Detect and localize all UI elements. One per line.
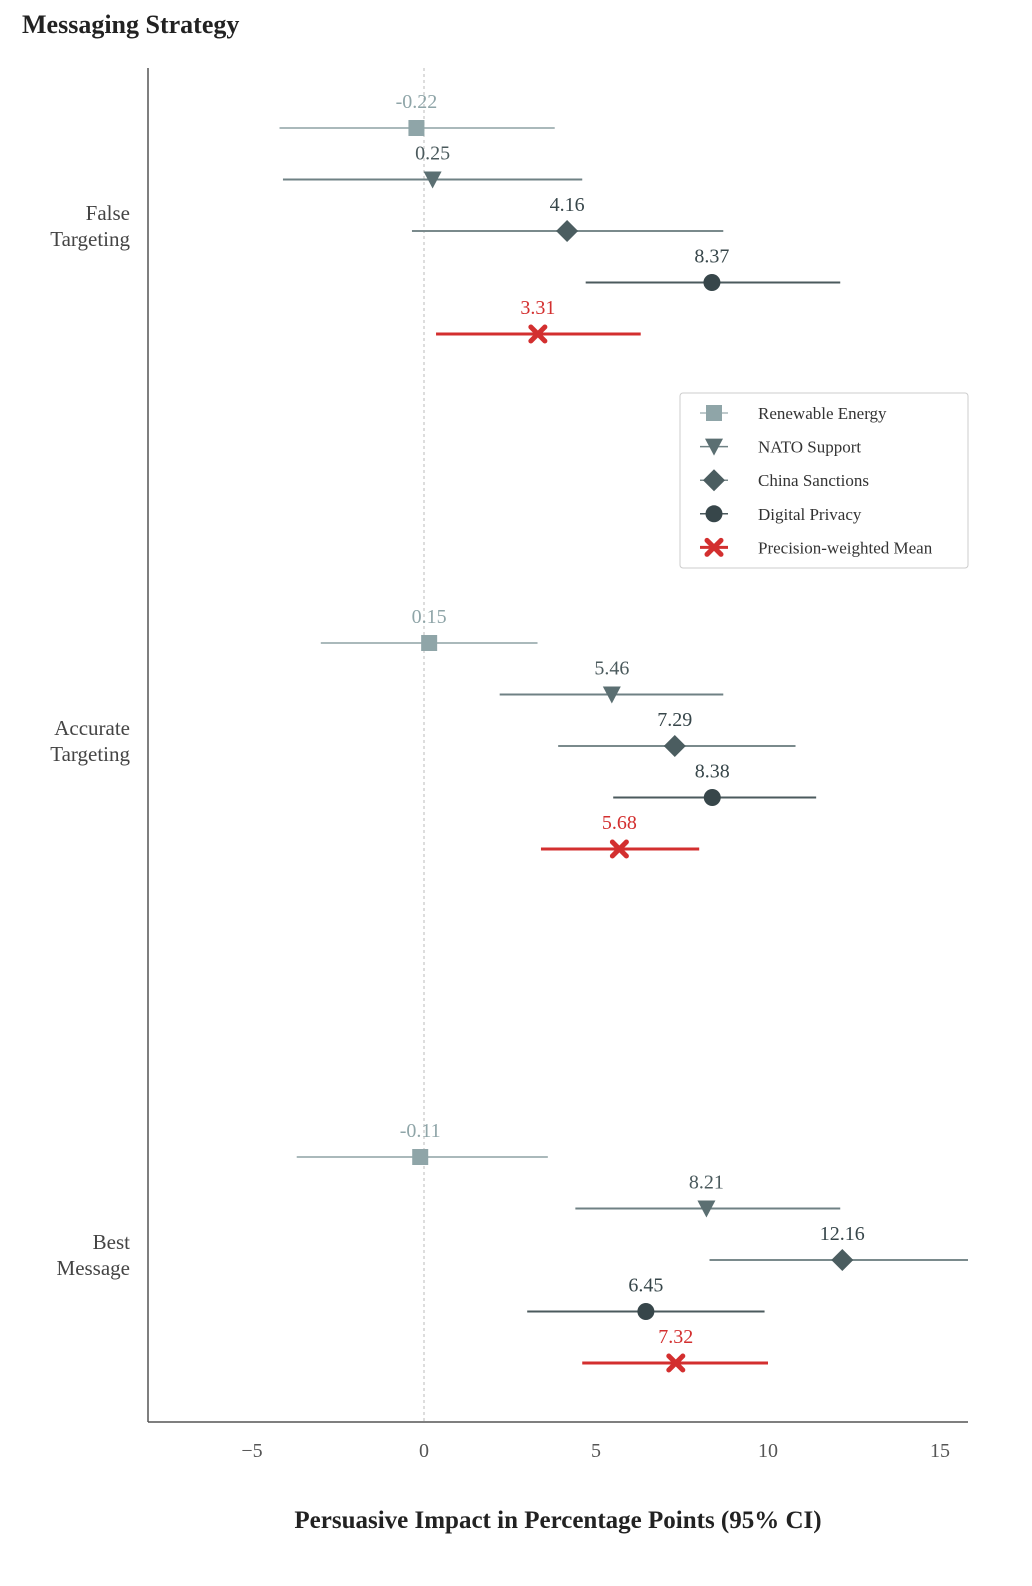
chart-title: Messaging Strategy [22, 10, 239, 39]
point-marker [412, 1149, 429, 1165]
x-axis-label: Persuasive Impact in Percentage Points (… [294, 1507, 821, 1534]
point-marker [663, 735, 686, 757]
data-label: 0.25 [415, 143, 450, 165]
point-marker [421, 635, 438, 651]
y-group-label: Accurate Targeting [50, 716, 130, 766]
data-label: 5.68 [602, 812, 637, 834]
chart-marks: -0.22 0.25 4.16 8.37 3.31 0.15 5.46 7.29 8.38 5.6… [279, 91, 968, 1373]
x-tick-label: 15 [930, 1440, 950, 1462]
y-group-label-line: False [86, 201, 130, 225]
data-label: 5.46 [594, 658, 629, 680]
mean-marker-stroke [528, 324, 548, 344]
mean-marker-stroke [704, 537, 724, 557]
y-group-label-line: Best [93, 1230, 131, 1254]
data-label: 12.16 [820, 1223, 865, 1245]
x-tick-label: 10 [758, 1440, 778, 1462]
y-group-label: False Targeting [50, 201, 130, 251]
x-tick-label: 0 [419, 1440, 429, 1462]
data-label: -0.11 [400, 1120, 441, 1142]
point-marker [666, 1353, 686, 1373]
point-marker [637, 1303, 655, 1320]
data-label: 8.21 [689, 1172, 724, 1194]
x-tick-label: −5 [241, 1440, 262, 1462]
legend-swatch-marker [705, 505, 723, 523]
data-label: 0.15 [412, 606, 447, 628]
legend-swatch-marker [705, 438, 723, 456]
legend-label: NATO Support [758, 438, 861, 457]
point-marker [528, 324, 548, 344]
legend: Renewable Energy NATO Support China Sancti… [679, 392, 969, 569]
legend-swatch-marker [703, 469, 725, 492]
data-label: 7.29 [657, 709, 692, 731]
legend-label: Digital Privacy [758, 505, 862, 524]
data-label: 3.31 [520, 297, 555, 319]
legend-label: Precision-weighted Mean [758, 538, 933, 557]
mean-marker-stroke [609, 839, 629, 859]
point-marker [703, 274, 721, 291]
legend-label: Renewable Energy [758, 404, 887, 423]
y-group-label-line: Targeting [50, 742, 130, 766]
legend-box [679, 392, 969, 569]
point-marker [831, 1249, 854, 1271]
point-marker [609, 839, 629, 859]
data-label: 8.38 [695, 761, 730, 783]
point-marker [602, 686, 621, 704]
point-marker [423, 171, 442, 189]
data-label: 8.37 [694, 246, 729, 268]
point-marker [697, 1200, 716, 1218]
y-group-label: Best Message [57, 1230, 131, 1280]
data-label: 6.45 [628, 1275, 663, 1297]
point-marker [556, 220, 579, 242]
legend-swatch-marker [706, 405, 722, 421]
data-label: 7.32 [658, 1326, 693, 1348]
data-label: 4.16 [550, 194, 585, 216]
legend-swatch-marker [704, 537, 724, 557]
mean-marker-stroke [666, 1353, 686, 1373]
point-marker [408, 120, 425, 136]
y-group-label-line: Targeting [50, 227, 130, 251]
point-marker [703, 789, 721, 806]
y-group-label-line: Accurate [54, 716, 130, 740]
y-group-label-line: Message [57, 1256, 130, 1280]
legend-label: China Sanctions [758, 471, 869, 490]
x-tick-label: 5 [591, 1440, 601, 1462]
data-label: -0.22 [396, 91, 438, 113]
